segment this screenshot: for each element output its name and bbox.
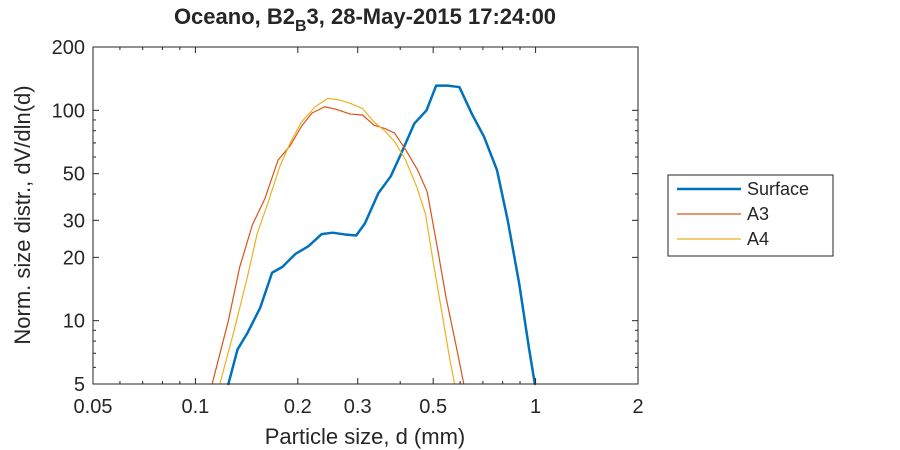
x-axis-label: Particle size, d (mm) — [265, 424, 465, 449]
plot-frame — [92, 46, 639, 385]
data-lines — [211, 84, 537, 386]
y-axis-label: Norm. size distr., dV/dln(d) — [10, 85, 35, 344]
y-tick-label: 100 — [52, 100, 85, 122]
x-tick-label: 1 — [530, 396, 541, 418]
chart-title-main: Oceano, B2 — [174, 4, 295, 29]
legend: Surface A3 A4 — [667, 174, 834, 257]
y-tick-label: 50 — [63, 164, 85, 186]
x-tick-label: 0.1 — [182, 396, 210, 418]
x-tick-label: 0.2 — [284, 396, 312, 418]
x-tick-label: 0.05 — [74, 396, 113, 418]
y-tick-label: 20 — [63, 247, 85, 269]
series-line-surface — [227, 84, 537, 386]
x-tick-label: 0.3 — [344, 396, 372, 418]
x-axis-ticks: 0.05 0.1 0.2 0.3 0.5 1 2 — [74, 47, 644, 418]
y-tick-label: 10 — [63, 311, 85, 333]
series-line-a3 — [211, 106, 465, 385]
y-tick-label: 5 — [74, 374, 85, 396]
legend-label-a3: A3 — [747, 204, 769, 224]
chart-title-suffix: 3, 28-May-2015 17:24:00 — [307, 4, 557, 29]
x-tick-label: 0.5 — [419, 396, 447, 418]
y-axis-ticks: 5 10 20 30 50 100 200 — [52, 37, 638, 396]
y-tick-label: 30 — [63, 210, 85, 232]
series-line-a4 — [219, 97, 456, 385]
legend-items: Surface A3 A4 — [677, 179, 809, 249]
chart-title: Oceano, B2B3, 28-May-2015 17:24:00 — [174, 4, 556, 35]
plot-area: 0.05 0.1 0.2 0.3 0.5 1 2 5 10 20 30 50 100 200 — [52, 37, 644, 418]
plot-background — [93, 47, 638, 384]
legend-label-surface: Surface — [747, 179, 809, 199]
chart-title-subscript: B — [295, 18, 307, 35]
legend-label-a4: A4 — [747, 229, 769, 249]
x-tick-label: 2 — [632, 396, 643, 418]
y-tick-label: 200 — [52, 37, 85, 59]
